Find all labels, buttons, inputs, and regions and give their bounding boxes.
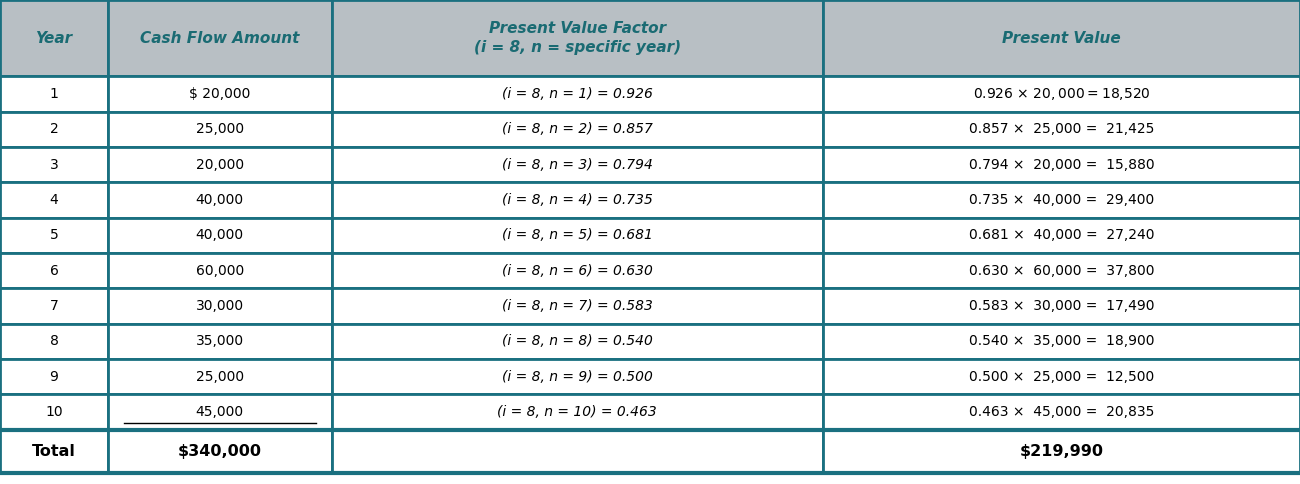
- Text: $340,000: $340,000: [178, 444, 261, 459]
- Bar: [332, 430, 823, 473]
- Text: (i = 8, n = 10) = 0.463: (i = 8, n = 10) = 0.463: [498, 405, 656, 419]
- Bar: [823, 430, 1300, 473]
- Text: 9: 9: [49, 370, 58, 384]
- Text: 10: 10: [46, 405, 62, 419]
- Text: $ 20,000: $ 20,000: [188, 87, 251, 101]
- Bar: [108, 253, 332, 288]
- Text: (i = 8, n = 3) = 0.794: (i = 8, n = 3) = 0.794: [502, 158, 653, 172]
- Text: 25,000: 25,000: [195, 370, 244, 384]
- Text: 0.794 ×  20,000 =  15,880: 0.794 × 20,000 = 15,880: [968, 158, 1154, 172]
- Text: 35,000: 35,000: [195, 334, 244, 348]
- Bar: [823, 394, 1300, 430]
- Bar: [0, 218, 108, 253]
- Bar: [108, 147, 332, 182]
- Text: 7: 7: [49, 299, 58, 313]
- Text: (i = 8, n = 7) = 0.583: (i = 8, n = 7) = 0.583: [502, 299, 653, 313]
- Bar: [332, 76, 823, 112]
- Text: (i = 8, n = 2) = 0.857: (i = 8, n = 2) = 0.857: [502, 122, 653, 136]
- Bar: [0, 359, 108, 394]
- Bar: [0, 147, 108, 182]
- Text: 0.681 ×  40,000 =  27,240: 0.681 × 40,000 = 27,240: [968, 228, 1154, 242]
- Bar: [0, 112, 108, 147]
- Text: 0.540 ×  35,000 =  18,900: 0.540 × 35,000 = 18,900: [968, 334, 1154, 348]
- Text: (i = 8, n = 9) = 0.500: (i = 8, n = 9) = 0.500: [502, 370, 653, 384]
- Text: 0.583 ×  30,000 =  17,490: 0.583 × 30,000 = 17,490: [968, 299, 1154, 313]
- Bar: [0, 430, 108, 473]
- Text: 40,000: 40,000: [195, 228, 244, 242]
- Text: Total: Total: [32, 444, 75, 459]
- Bar: [332, 359, 823, 394]
- Bar: [332, 112, 823, 147]
- Bar: [332, 147, 823, 182]
- Bar: [0, 394, 108, 430]
- Bar: [823, 112, 1300, 147]
- Text: (i = 8, n = 6) = 0.630: (i = 8, n = 6) = 0.630: [502, 264, 653, 278]
- Bar: [0, 288, 108, 324]
- Bar: [823, 0, 1300, 76]
- Text: (i = 8, n = 8) = 0.540: (i = 8, n = 8) = 0.540: [502, 334, 653, 348]
- Bar: [332, 288, 823, 324]
- Bar: [332, 394, 823, 430]
- Bar: [0, 253, 108, 288]
- Text: 20,000: 20,000: [195, 158, 244, 172]
- Bar: [332, 253, 823, 288]
- Text: 0.735 ×  40,000 =  29,400: 0.735 × 40,000 = 29,400: [968, 193, 1154, 207]
- Text: 6: 6: [49, 264, 58, 278]
- Bar: [332, 182, 823, 218]
- Bar: [108, 218, 332, 253]
- Text: 8: 8: [49, 334, 58, 348]
- Text: Cash Flow Amount: Cash Flow Amount: [140, 31, 299, 45]
- Text: 45,000: 45,000: [195, 405, 244, 419]
- Bar: [332, 324, 823, 359]
- Bar: [0, 324, 108, 359]
- Bar: [108, 182, 332, 218]
- Bar: [108, 288, 332, 324]
- Text: 2: 2: [49, 122, 58, 136]
- Text: Year: Year: [35, 31, 73, 45]
- Text: 0.857 ×  25,000 =  21,425: 0.857 × 25,000 = 21,425: [968, 122, 1154, 136]
- Text: 40,000: 40,000: [195, 193, 244, 207]
- Bar: [332, 218, 823, 253]
- Bar: [332, 0, 823, 76]
- Text: 3: 3: [49, 158, 58, 172]
- Bar: [0, 0, 108, 76]
- Bar: [108, 430, 332, 473]
- Text: 30,000: 30,000: [195, 299, 244, 313]
- Text: $219,990: $219,990: [1019, 444, 1104, 459]
- Bar: [108, 0, 332, 76]
- Text: (i = 8, n = 1) = 0.926: (i = 8, n = 1) = 0.926: [502, 87, 653, 101]
- Bar: [108, 76, 332, 112]
- Text: (i = 8, n = 5) = 0.681: (i = 8, n = 5) = 0.681: [502, 228, 653, 242]
- Bar: [823, 147, 1300, 182]
- Text: 5: 5: [49, 228, 58, 242]
- Text: Present Value: Present Value: [1002, 31, 1121, 45]
- Text: 0.630 ×  60,000 =  37,800: 0.630 × 60,000 = 37,800: [968, 264, 1154, 278]
- Bar: [823, 182, 1300, 218]
- Bar: [108, 394, 332, 430]
- Bar: [823, 288, 1300, 324]
- Bar: [0, 182, 108, 218]
- Bar: [108, 359, 332, 394]
- Text: 60,000: 60,000: [195, 264, 244, 278]
- Bar: [823, 218, 1300, 253]
- Bar: [108, 324, 332, 359]
- Bar: [823, 324, 1300, 359]
- Bar: [823, 76, 1300, 112]
- Bar: [823, 253, 1300, 288]
- Text: Present Value Factor
(i = 8, n = specific year): Present Value Factor (i = 8, n = specifi…: [473, 21, 681, 55]
- Text: 0.500 ×  25,000 =  12,500: 0.500 × 25,000 = 12,500: [968, 370, 1154, 384]
- Bar: [823, 359, 1300, 394]
- Text: 4: 4: [49, 193, 58, 207]
- Text: 25,000: 25,000: [195, 122, 244, 136]
- Bar: [108, 112, 332, 147]
- Text: 0.463 ×  45,000 =  20,835: 0.463 × 45,000 = 20,835: [968, 405, 1154, 419]
- Bar: [0, 76, 108, 112]
- Text: 1: 1: [49, 87, 58, 101]
- Text: (i = 8, n = 4) = 0.735: (i = 8, n = 4) = 0.735: [502, 193, 653, 207]
- Text: 0.926 × $20,000 = $18,520: 0.926 × $20,000 = $18,520: [972, 86, 1150, 102]
